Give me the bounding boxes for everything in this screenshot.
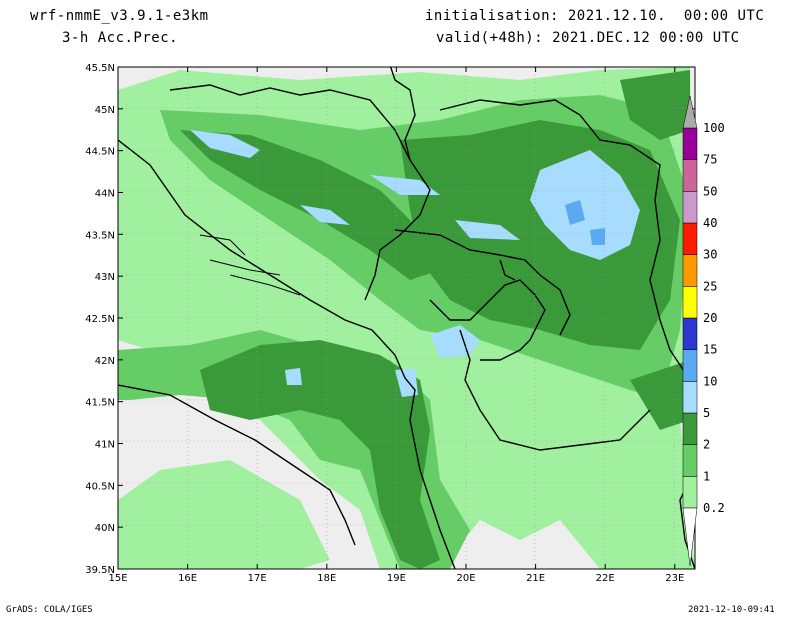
colorbar-box bbox=[682, 476, 698, 509]
colorbar-box bbox=[682, 127, 698, 160]
colorbar-label: 40 bbox=[703, 216, 717, 230]
lat-label: 42N bbox=[95, 356, 115, 367]
colorbar-box bbox=[682, 317, 698, 350]
model-title: wrf-nmmE_v3.9.1-e3km bbox=[30, 8, 209, 24]
lon-label: 20E bbox=[456, 573, 475, 584]
colorbar-label: 20 bbox=[703, 311, 717, 325]
lon-label: 21E bbox=[526, 573, 545, 584]
colorbar-label: 25 bbox=[703, 279, 717, 293]
lat-label: 41.5N bbox=[85, 398, 115, 409]
valid-time: valid(+48h): 2021.DEC.12 00:00 UTC bbox=[436, 30, 740, 46]
lon-label: 15E bbox=[108, 573, 127, 584]
lat-label: 40N bbox=[95, 523, 115, 534]
footer-credit: GrADS: COLA/IGES bbox=[6, 605, 93, 615]
colorbar-label: 5 bbox=[703, 406, 710, 420]
colorbar-box bbox=[682, 412, 698, 445]
lat-label: 45N bbox=[95, 105, 115, 116]
lon-label: 23E bbox=[665, 573, 684, 584]
colorbar-label: 0.2 bbox=[703, 501, 725, 515]
colorbar-arrow-low bbox=[682, 507, 698, 567]
lat-axis: 45.5N 45N 44.5N 44N 43.5N 43N 42.5N 42N 41.5N 41N… bbox=[85, 63, 695, 576]
colorbar-label: 50 bbox=[703, 184, 717, 198]
colorbar-label: 15 bbox=[703, 343, 717, 357]
colorbar-box bbox=[682, 222, 698, 255]
lat-label: 44N bbox=[95, 189, 115, 200]
colorbar-label: 10 bbox=[703, 374, 717, 388]
lon-label: 22E bbox=[596, 573, 615, 584]
lat-label: 44.5N bbox=[85, 147, 115, 158]
colorbar-box bbox=[682, 254, 698, 287]
colorbar-label: 100 bbox=[703, 121, 725, 135]
lon-label: 17E bbox=[248, 573, 267, 584]
lat-label: 39.5N bbox=[85, 565, 115, 576]
colorbar-box bbox=[682, 444, 698, 477]
lon-axis: 15E 16E 17E 18E 19E 20E 21E 22E 23E bbox=[108, 67, 684, 584]
lat-label: 40.5N bbox=[85, 481, 115, 492]
lon-label: 16E bbox=[178, 573, 197, 584]
footer-timestamp: 2021-12-10-09:41 bbox=[688, 605, 775, 615]
lat-label: 45.5N bbox=[85, 63, 115, 74]
lon-label: 19E bbox=[387, 573, 406, 584]
lat-label: 43.5N bbox=[85, 230, 115, 241]
lat-label: 42.5N bbox=[85, 314, 115, 325]
colorbar-label: 30 bbox=[703, 248, 717, 262]
colorbar-label: 2 bbox=[703, 438, 710, 452]
lat-label: 41N bbox=[95, 440, 115, 451]
init-time: initialisation: 2021.12.10. 00:00 UTC bbox=[425, 8, 765, 24]
colorbar-box bbox=[682, 191, 698, 224]
colorbar-box bbox=[682, 349, 698, 382]
precip-fields bbox=[118, 67, 695, 569]
lon-label: 18E bbox=[317, 573, 336, 584]
colorbar-arrow bbox=[682, 95, 698, 129]
colorbar-label: 1 bbox=[703, 469, 710, 483]
colorbar-box bbox=[682, 286, 698, 319]
lat-label: 43N bbox=[95, 272, 115, 283]
colorbar-label: 75 bbox=[703, 153, 717, 167]
grid-lines bbox=[118, 67, 695, 569]
field-title: 3-h Acc.Prec. bbox=[62, 30, 179, 46]
colorbar-box bbox=[682, 159, 698, 192]
colorbar-box bbox=[682, 381, 698, 414]
